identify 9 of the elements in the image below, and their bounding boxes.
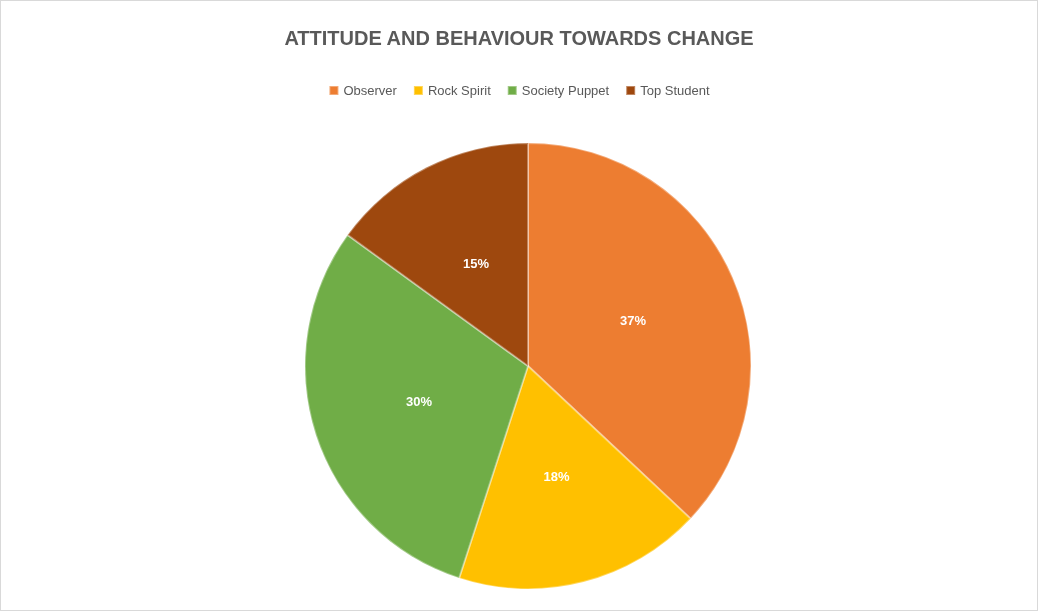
legend-label: Rock Spirit — [427, 83, 492, 98]
data-label: 18% — [543, 469, 570, 485]
data-label: 30% — [406, 393, 433, 409]
legend-label: Observer — [343, 83, 398, 98]
chart-title: ATTITUDE AND BEHAVIOUR TOWARDS CHANGE — [284, 27, 754, 49]
legend-label: Society Puppet — [521, 83, 610, 98]
data-label: 15% — [463, 256, 490, 272]
legend-label: Top Student — [640, 83, 710, 98]
data-label: 37% — [620, 313, 647, 329]
